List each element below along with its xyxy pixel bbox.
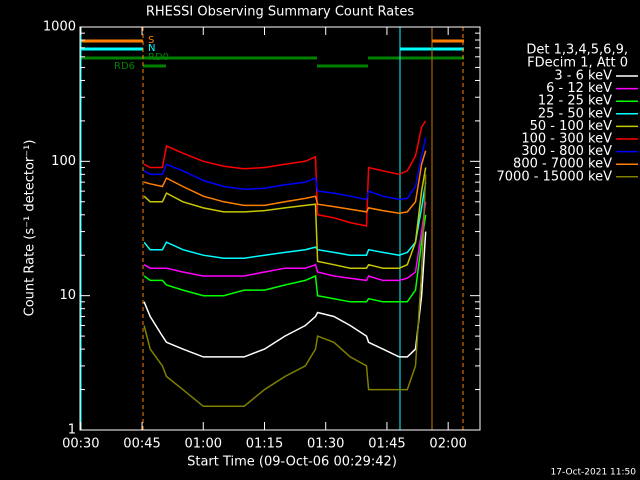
x-tick-label: 01:30: [307, 437, 344, 452]
legend-label: 800 - 7000 keV: [513, 157, 612, 172]
y-tick-label: 10: [59, 288, 76, 303]
legend-label: 50 - 100 keV: [530, 119, 613, 134]
chart-title: RHESSI Observing Summary Count Rates: [146, 5, 415, 20]
legend-header: Det 1,3,4,5,6,9,: [526, 43, 628, 58]
series-line: [143, 137, 427, 201]
flag-label: N: [148, 43, 155, 54]
legend-label: 300 - 800 keV: [521, 144, 612, 159]
x-tick-label: 01:00: [185, 437, 222, 452]
x-tick-label: 00:45: [123, 437, 160, 452]
x-tick-label: 01:15: [246, 437, 283, 452]
legend-label: 25 - 50 keV: [538, 106, 612, 121]
legend-label: 7000 - 15000 keV: [497, 169, 613, 184]
flag-label: S: [148, 35, 154, 46]
flags: S N RD0 RD6: [80, 35, 464, 72]
y-tick-label: 100: [51, 154, 76, 169]
series-line: [143, 150, 427, 215]
series-line: [143, 181, 427, 259]
y-tick-label: 1000: [43, 20, 76, 35]
x-axis-label: Start Time (09-Oct-06 00:29:42): [187, 455, 397, 470]
markers: [80, 27, 464, 430]
plot-frame: [79, 26, 481, 431]
series-line: [143, 167, 427, 269]
flag-label: RD6: [114, 61, 135, 72]
series-line: [143, 201, 427, 282]
legend-header: FDecim 1, Att 0: [527, 56, 628, 71]
x-tick-label: 02:00: [429, 437, 466, 452]
series-line: [143, 214, 427, 303]
footer: 17-Oct-2021 11:50: [551, 468, 637, 478]
legend-label: 12 - 25 keV: [538, 94, 612, 109]
flag-label: RD0: [148, 52, 169, 63]
x-tick-label: 00:30: [62, 437, 99, 452]
legend-label: 6 - 12 keV: [546, 81, 612, 96]
y-axis-label: Count Rate (s⁻¹ detector⁻¹): [23, 140, 38, 317]
series-line: [143, 120, 427, 227]
legend-label: 3 - 6 keV: [554, 69, 612, 84]
y-tick-label: 1: [68, 423, 76, 438]
x-tick-label: 01:45: [368, 437, 405, 452]
series-line: [143, 231, 427, 358]
series-line: [143, 174, 427, 408]
legend-label: 100 - 300 keV: [521, 132, 612, 147]
